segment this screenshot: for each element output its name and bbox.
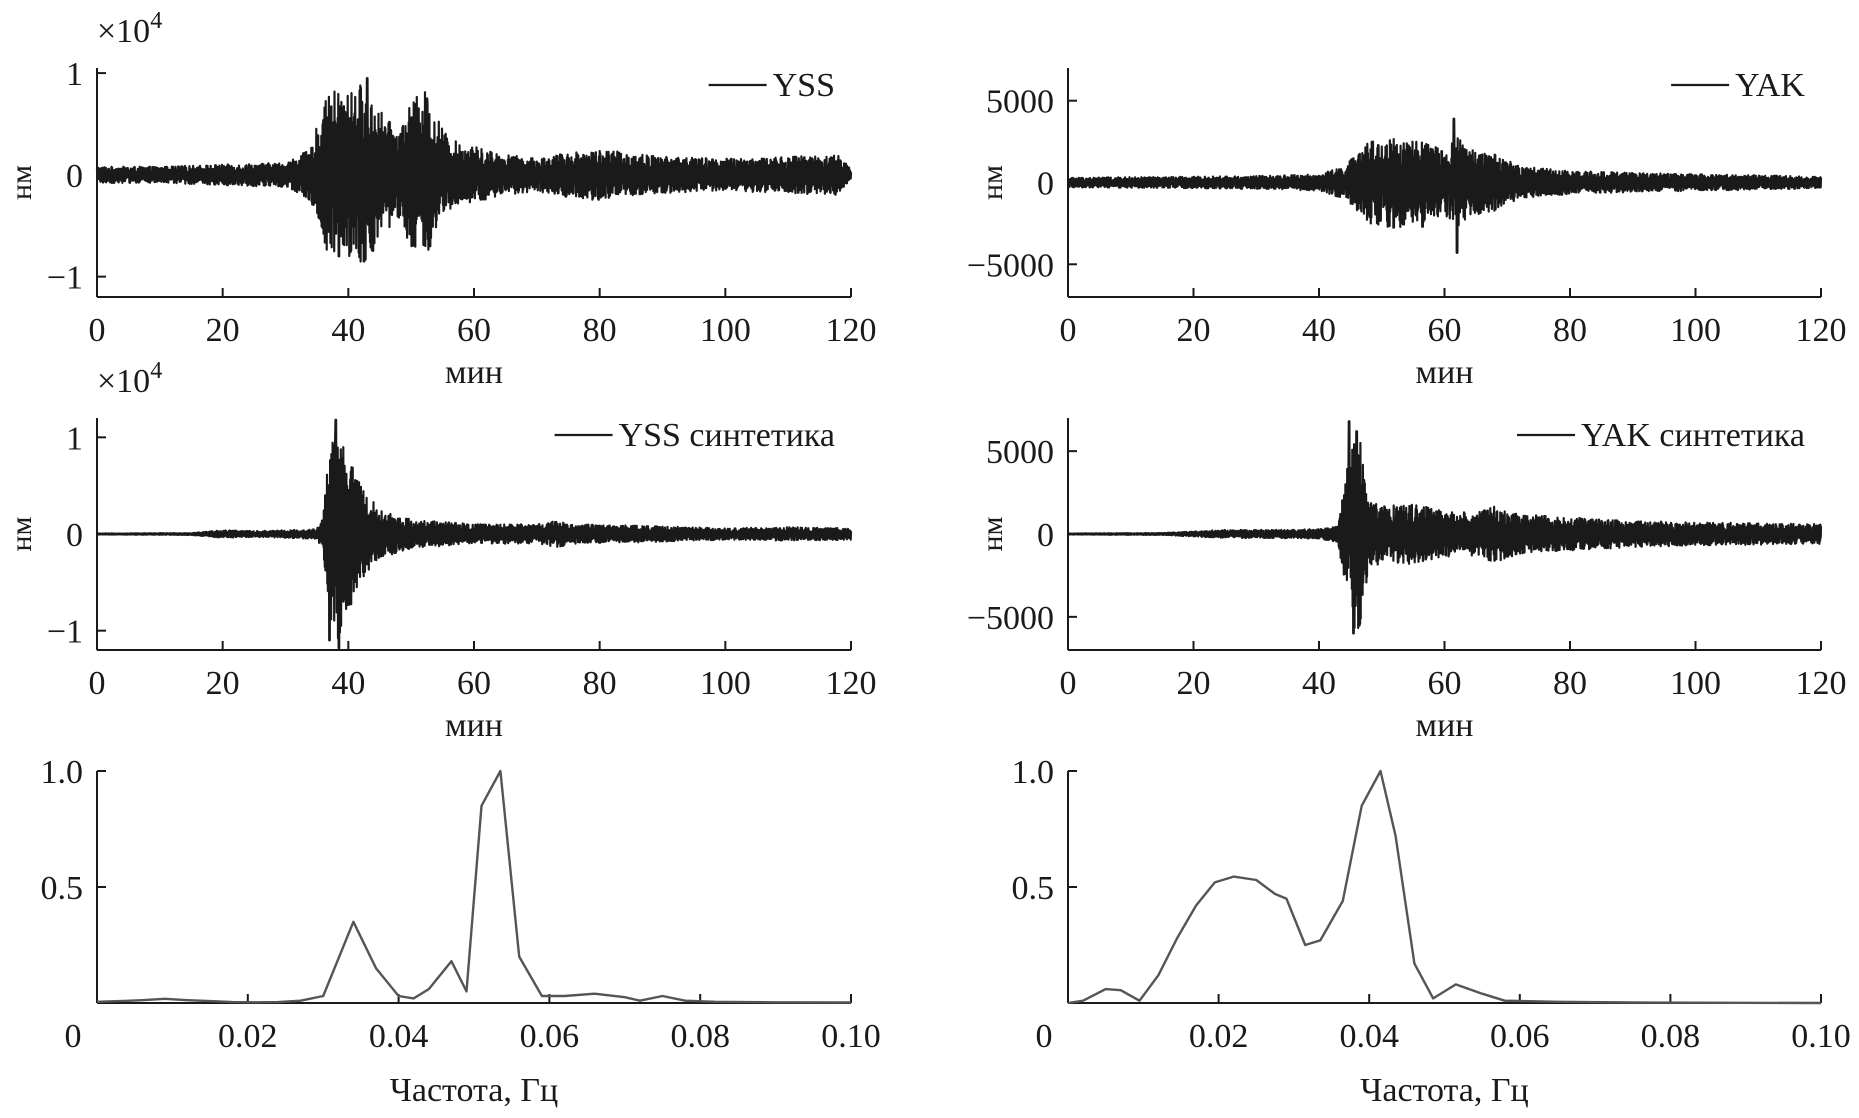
x-tick-label: 0: [65, 1018, 82, 1055]
y-tick-label: 1: [66, 420, 83, 457]
series-line: [1066, 117, 1823, 254]
x-axis-label: Частота, Гц: [390, 1072, 558, 1109]
x-tick-label: 20: [1177, 665, 1211, 702]
y-axis-label: нм: [976, 516, 1009, 551]
y-tick-label: −1: [47, 260, 83, 297]
axis-multiplier: ×104: [97, 8, 162, 50]
x-tick-label: 60: [457, 665, 491, 702]
x-tick-label: 0.06: [1490, 1018, 1550, 1055]
x-tick-label: 40: [331, 312, 365, 349]
x-tick-label: 0.08: [1641, 1018, 1701, 1055]
x-tick-label: 20: [206, 312, 240, 349]
x-tick-label: 0.10: [1791, 1018, 1851, 1055]
panel-yak-spec: 0 0.02 0.04 0.06 0.08 0.10 1.0 0.5 Частота, Гц: [1012, 754, 1851, 1109]
x-tick-label: 100: [1670, 312, 1721, 349]
x-tick-label: 0.04: [369, 1018, 429, 1055]
x-tick-label: 120: [826, 665, 877, 702]
x-tick-label: 60: [1428, 665, 1462, 702]
x-tick-label: 0: [89, 312, 106, 349]
panel-yss-spec: 0 0.02 0.04 0.06 0.08 0.10 1.0 0.5 Частота, Гц: [41, 754, 881, 1109]
y-tick-label: 1: [66, 56, 83, 93]
y-tick-label: 0.5: [41, 870, 84, 907]
x-tick-label: 0.06: [520, 1018, 580, 1055]
x-tick-label: 0: [1060, 312, 1077, 349]
x-tick-label: 100: [700, 312, 751, 349]
x-axis-label: мин: [445, 707, 503, 744]
x-tick-label: 60: [457, 312, 491, 349]
x-tick-label: 20: [1177, 312, 1211, 349]
x-tick-label: 120: [826, 312, 877, 349]
x-tick-label: 80: [1553, 665, 1587, 702]
y-tick-label: −5000: [967, 247, 1054, 284]
x-tick-label: 80: [1553, 312, 1587, 349]
y-tick-label: 0.5: [1012, 870, 1055, 907]
x-tick-label: 40: [1302, 665, 1336, 702]
x-tick-label: 80: [583, 312, 617, 349]
series-line: [1066, 420, 1823, 635]
x-tick-label: 120: [1796, 312, 1847, 349]
y-tick-label: 1.0: [41, 754, 84, 791]
x-axis-label: мин: [1416, 707, 1474, 744]
y-tick-label: 0: [1037, 166, 1054, 203]
x-tick-label: 80: [583, 665, 617, 702]
series-line: [96, 769, 852, 1004]
y-axis-label: нм: [976, 165, 1009, 200]
y-tick-label: 5000: [986, 434, 1054, 471]
axis-multiplier: ×104: [97, 358, 162, 400]
legend-label: YSS синтетика: [619, 417, 835, 454]
legend-label: YSS: [773, 67, 835, 104]
x-tick-label: 0: [1036, 1018, 1053, 1055]
x-tick-label: 0.08: [670, 1018, 730, 1055]
x-tick-label: 100: [1670, 665, 1721, 702]
y-axis-label: нм: [5, 165, 38, 200]
y-tick-label: −5000: [967, 600, 1054, 637]
x-tick-label: 0: [89, 665, 106, 702]
x-axis-label: Частота, Гц: [1360, 1072, 1528, 1109]
x-tick-label: 40: [1302, 312, 1336, 349]
x-tick-label: 60: [1428, 312, 1462, 349]
x-tick-label: 0.02: [218, 1018, 278, 1055]
x-tick-label: 0.10: [821, 1018, 881, 1055]
legend-label: YAK синтетика: [1581, 417, 1805, 454]
y-tick-label: 1.0: [1012, 754, 1055, 791]
x-tick-label: 0: [1060, 665, 1077, 702]
x-tick-label: 0.04: [1339, 1018, 1399, 1055]
x-tick-label: 20: [206, 665, 240, 702]
series-line: [95, 77, 853, 263]
series-line: [95, 418, 853, 650]
y-tick-label: 5000: [986, 84, 1054, 121]
x-tick-label: 120: [1796, 665, 1847, 702]
x-axis-label: мин: [445, 354, 503, 391]
y-tick-label: 0: [1037, 517, 1054, 554]
y-tick-label: −1: [47, 614, 83, 651]
y-tick-label: 0: [66, 517, 83, 554]
series-line: [1067, 769, 1822, 1005]
legend-label: YAK: [1735, 67, 1805, 104]
y-tick-label: 0: [66, 158, 83, 195]
y-axis-label: нм: [5, 516, 38, 551]
x-tick-label: 40: [331, 665, 365, 702]
x-axis-label: мин: [1416, 354, 1474, 391]
x-tick-label: 100: [700, 665, 751, 702]
x-tick-label: 0.02: [1189, 1018, 1249, 1055]
